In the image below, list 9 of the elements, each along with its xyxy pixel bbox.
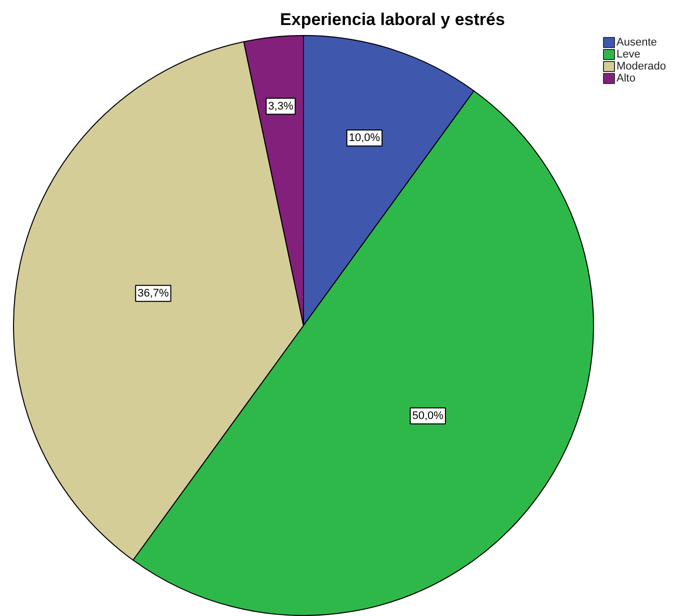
legend-label: Alto (616, 72, 636, 84)
legend-label: Leve (616, 48, 640, 60)
chart-title: Experiencia laboral y estrés (280, 10, 505, 29)
legend-label: Ausente (616, 36, 657, 48)
data-label: 3,3% (268, 100, 294, 112)
data-label: 36,7% (138, 287, 170, 300)
data-label: 10,0% (348, 132, 380, 144)
legend-label: Moderado (616, 60, 666, 72)
data-label: 50,0% (412, 410, 444, 422)
